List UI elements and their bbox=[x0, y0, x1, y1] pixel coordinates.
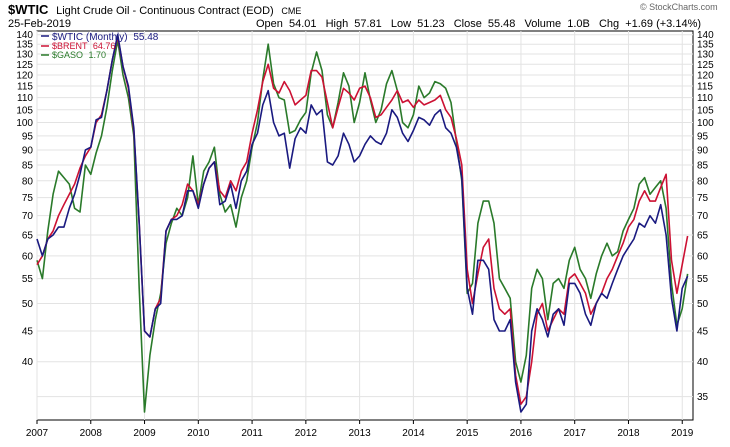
x-tick-label: 2011 bbox=[241, 428, 263, 439]
y-tick-label-left: 75 bbox=[22, 193, 34, 204]
y-tick-label-right: 85 bbox=[697, 160, 709, 171]
chart-title: $WTIC Light Crude Oil - Continuous Contr… bbox=[8, 2, 301, 17]
y-tick-label-right: 110 bbox=[697, 93, 713, 104]
ticker-exchange: CME bbox=[281, 6, 301, 16]
y-tick-label-left: 140 bbox=[16, 30, 33, 41]
y-tick-label-right: 135 bbox=[697, 40, 714, 51]
quote-volume-value: 1.0B bbox=[567, 18, 590, 30]
quote-low-value: 51.23 bbox=[417, 18, 445, 30]
y-tick-label-left: 45 bbox=[22, 326, 34, 337]
quote-summary: Open 54.01 High 57.81 Low 51.23 Close 55… bbox=[256, 18, 701, 30]
y-tick-label-right: 55 bbox=[697, 274, 709, 285]
series-line-wtic bbox=[36, 33, 689, 413]
y-tick-label-right: 60 bbox=[697, 251, 709, 262]
y-tick-label-left: 125 bbox=[16, 60, 33, 71]
y-tick-label-left: 95 bbox=[22, 131, 34, 142]
y-tick-label-right: 130 bbox=[697, 50, 714, 61]
plot-area bbox=[36, 30, 694, 421]
quote-high-label: High bbox=[326, 18, 349, 30]
y-tick-label-right: 100 bbox=[697, 118, 714, 129]
x-tick-label: 2008 bbox=[80, 428, 103, 439]
legend-item-wtic: $WTIC (Monthly) 55.48 bbox=[52, 32, 159, 43]
x-tick-label: 2016 bbox=[510, 428, 533, 439]
legend-value-gaso: 1.70 bbox=[89, 50, 107, 60]
y-tick-label-right: 115 bbox=[697, 82, 713, 93]
y-tick-label-right: 120 bbox=[697, 70, 714, 81]
y-tick-label-right: 140 bbox=[697, 30, 714, 41]
quote-high-value: 57.81 bbox=[354, 18, 382, 30]
quote-open-value: 54.01 bbox=[289, 18, 317, 30]
ticker-symbol: $WTIC bbox=[8, 2, 49, 17]
ticker-description: Light Crude Oil - Continuous Contract (E… bbox=[56, 5, 274, 17]
y-tick-label-left: 65 bbox=[22, 231, 34, 242]
x-tick-label: 2015 bbox=[456, 428, 479, 439]
y-tick-label-right: 50 bbox=[697, 299, 709, 310]
y-tick-label-right: 45 bbox=[697, 326, 709, 337]
y-tick-label-left: 50 bbox=[22, 299, 34, 310]
y-tick-label-right: 125 bbox=[697, 60, 714, 71]
x-tick-label: 2017 bbox=[564, 428, 587, 439]
y-tick-label-left: 90 bbox=[22, 146, 34, 157]
y-tick-label-left: 60 bbox=[22, 251, 34, 262]
legend-label-brent: $BRENT bbox=[52, 41, 88, 51]
y-tick-label-left: 120 bbox=[16, 70, 33, 81]
y-tick-label-right: 35 bbox=[697, 392, 709, 403]
y-tick-label-right: 65 bbox=[697, 231, 709, 242]
quote-low-label: Low bbox=[391, 18, 411, 30]
y-tick-label-left: 105 bbox=[16, 105, 33, 116]
y-tick-label-left: 130 bbox=[16, 50, 33, 61]
y-tick-label-left: 85 bbox=[22, 160, 34, 171]
legend-value-brent: 64.76 bbox=[93, 41, 116, 51]
y-tick-label-right: 105 bbox=[697, 105, 714, 116]
quote-chg-label: Chg bbox=[599, 18, 619, 30]
y-tick-label-right: 90 bbox=[697, 146, 709, 157]
legend-item-brent: $BRENT 64.76 bbox=[52, 41, 115, 51]
chart-date: 25-Feb-2019 bbox=[8, 18, 71, 30]
x-tick-label: 2013 bbox=[348, 428, 371, 439]
y-tick-label-left: 70 bbox=[22, 211, 34, 222]
legend-label-gaso: $GASO bbox=[52, 50, 83, 60]
quote-close-label: Close bbox=[454, 18, 482, 30]
quote-chg-value: +1.69 (+3.14%) bbox=[625, 18, 701, 30]
quote-close-value: 55.48 bbox=[488, 18, 516, 30]
axes: 1401351301251201151101051009590858075706… bbox=[16, 30, 714, 439]
quote-open-label: Open bbox=[256, 18, 283, 30]
y-tick-label-left: 115 bbox=[17, 82, 33, 93]
y-tick-label-left: 135 bbox=[16, 40, 33, 51]
y-tick-label-right: 80 bbox=[697, 176, 709, 187]
x-tick-label: 2007 bbox=[26, 428, 49, 439]
watermark: © StockCharts.com bbox=[640, 2, 718, 12]
y-tick-label-left: 80 bbox=[22, 176, 34, 187]
x-tick-label: 2012 bbox=[295, 428, 318, 439]
grid-lines bbox=[36, 31, 693, 420]
x-tick-label: 2019 bbox=[671, 428, 694, 439]
y-tick-label-right: 75 bbox=[697, 193, 709, 204]
quote-volume-label: Volume bbox=[524, 18, 561, 30]
x-tick-label: 2010 bbox=[187, 428, 210, 439]
legend-value-wtic: 55.48 bbox=[133, 32, 158, 43]
y-tick-label-right: 95 bbox=[697, 131, 709, 142]
legend: $WTIC (Monthly) 55.48 $BRENT 64.76 $GASO… bbox=[41, 32, 159, 60]
legend-label-wtic: $WTIC (Monthly) bbox=[52, 32, 128, 43]
y-tick-label-left: 55 bbox=[22, 274, 34, 285]
y-tick-label-left: 40 bbox=[22, 357, 34, 368]
x-tick-label: 2014 bbox=[402, 428, 425, 439]
y-tick-label-right: 70 bbox=[697, 211, 709, 222]
x-tick-label: 2018 bbox=[617, 428, 640, 439]
series-lines bbox=[36, 33, 689, 413]
x-tick-label: 2009 bbox=[133, 428, 156, 439]
legend-item-gaso: $GASO 1.70 bbox=[52, 50, 106, 60]
y-tick-label-right: 40 bbox=[697, 357, 709, 368]
y-tick-label-left: 110 bbox=[17, 93, 33, 104]
y-tick-label-left: 100 bbox=[16, 118, 33, 129]
